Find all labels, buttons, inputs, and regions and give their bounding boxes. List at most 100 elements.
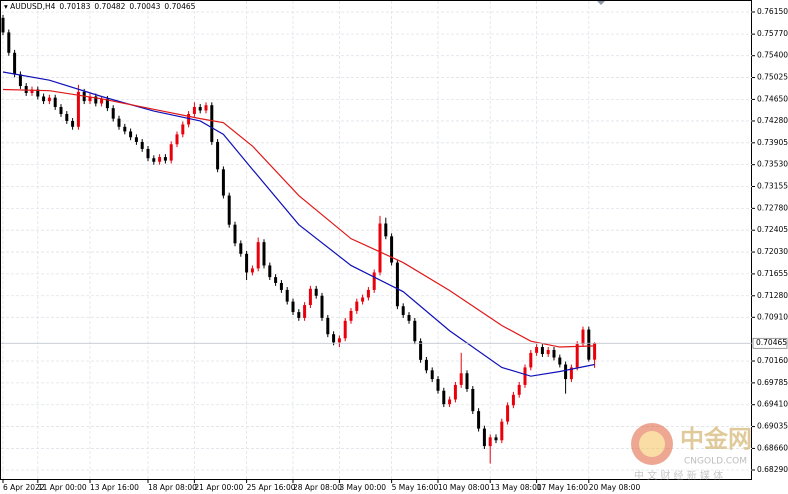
candle-body: [134, 137, 138, 142]
price-box: [752, 337, 788, 349]
candle-body: [593, 343, 597, 360]
candle-body: [297, 312, 301, 318]
candle-body: [337, 338, 341, 343]
candle-body: [152, 158, 156, 162]
candle-body: [303, 305, 307, 318]
candle-body: [349, 310, 353, 321]
x-tick-label: 17 May 16:00: [537, 483, 589, 492]
candle-body: [268, 265, 272, 278]
y-tick-label: 0.69785: [757, 378, 788, 387]
candle-body: [117, 118, 121, 127]
candle-body: [587, 329, 591, 360]
candle-body: [216, 141, 220, 170]
candle-body: [198, 106, 202, 111]
y-tick-label: 0.73905: [757, 138, 788, 147]
x-tick-label: 6 Apr 2022: [3, 483, 45, 492]
candle-body: [256, 242, 260, 269]
candle-body: [448, 399, 452, 405]
open-value: 0.70183: [59, 2, 90, 11]
x-tick-label: 18 Apr 08:00: [148, 483, 197, 492]
candle-body: [111, 108, 115, 119]
candle-body: [558, 357, 562, 365]
y-tick-label: 0.72780: [757, 203, 788, 212]
candle-body: [529, 352, 533, 368]
moving-averages: [2, 71, 595, 377]
candle-body: [42, 96, 46, 102]
plot-frame: [0, 0, 752, 480]
candle-body: [564, 364, 568, 380]
y-tick-label: 0.73530: [757, 160, 788, 169]
candle-body: [163, 157, 167, 161]
candle-body: [384, 223, 388, 237]
candle-body: [227, 195, 231, 225]
candle-body: [175, 134, 179, 145]
close-value: 0.70465: [164, 2, 195, 11]
y-tick-label: 0.72405: [757, 225, 788, 234]
x-tick-label: 21 Apr 00:00: [194, 483, 243, 492]
candle-body: [129, 131, 133, 138]
candle-body: [53, 97, 57, 107]
candle-body: [291, 301, 295, 313]
watermark-brand: 中金网: [680, 425, 752, 453]
candle-body: [407, 314, 411, 321]
candle-body: [88, 96, 92, 102]
y-tick-label: 0.75770: [757, 29, 788, 38]
candle-body: [13, 52, 17, 75]
candle-body: [459, 373, 463, 385]
candle-body: [488, 437, 492, 447]
watermark-site: CNGOLD.COM: [684, 457, 747, 467]
candle-body: [47, 97, 51, 102]
candle-body: [355, 301, 359, 311]
candle-body: [535, 347, 539, 353]
moving-average: [2, 88, 595, 348]
candle-body: [494, 437, 498, 441]
x-tick-label: 10 May 08:00: [438, 483, 490, 492]
candle-body: [320, 295, 324, 318]
candle-body: [181, 124, 185, 135]
axes: 0.76150 0.75770 0.75400 0.75025 0.74650 0.742…: [1, 7, 788, 492]
x-tick-label: 25 Apr 16:00: [247, 483, 296, 492]
candle-body: [65, 113, 69, 121]
candle-body: [471, 388, 475, 412]
candle-body: [581, 329, 585, 345]
candle-body: [314, 288, 318, 296]
y-tick-label: 0.72030: [757, 247, 788, 256]
candle-body: [465, 373, 469, 389]
candle-body: [210, 105, 214, 142]
y-tick-label: 0.69035: [757, 422, 788, 431]
x-tick-label: 20 May 08:00: [589, 483, 641, 492]
candle-body: [477, 411, 481, 429]
shift-marker: [597, 1, 605, 5]
candle-body: [546, 349, 550, 355]
candle-body: [482, 428, 486, 447]
candle-body: [274, 277, 278, 283]
candle-body: [1, 17, 5, 33]
candle-body: [343, 320, 347, 339]
candle-body: [372, 272, 376, 290]
y-tick-label: 0.74650: [757, 94, 788, 103]
candle-body: [361, 297, 365, 302]
x-tick-label: 28 Apr 08:00: [293, 483, 342, 492]
candle-body: [59, 106, 63, 114]
x-tick-label: 11 Apr 00:00: [38, 483, 87, 492]
candle-body: [105, 98, 109, 109]
candle-body: [569, 367, 573, 380]
price-label: 0.70465: [756, 338, 787, 347]
candle-body: [187, 113, 191, 125]
x-tick-label: 13 Apr 16:00: [90, 483, 139, 492]
y-tick-label: 0.68660: [757, 443, 788, 452]
candle-body: [204, 105, 208, 111]
candle-body: [158, 157, 162, 162]
symbol: AUDUSD,H4: [10, 2, 55, 11]
header: ▾ AUDUSD,H4 0.70183 0.70482 0.70043 0.70465: [4, 2, 196, 11]
y-tick-label: 0.70160: [757, 356, 788, 365]
candle-body: [326, 317, 330, 335]
candle-body: [523, 367, 527, 385]
moving-average: [2, 71, 595, 377]
candle-body: [233, 224, 237, 244]
y-tick-label: 0.71280: [757, 291, 788, 300]
candle-body: [500, 421, 504, 441]
candle-body: [308, 288, 312, 306]
watermark-slogan: 中 文 财 经 新 媒 体: [634, 469, 723, 482]
